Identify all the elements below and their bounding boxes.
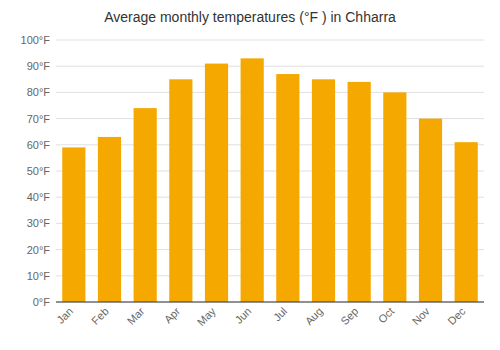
y-tick-label: 20°F xyxy=(27,244,51,256)
bar xyxy=(455,142,478,302)
x-tick-label: Nov xyxy=(410,305,433,328)
x-axis: Jan Feb Mar Apr May Jun Jul Aug Sep Oct Nov Dec xyxy=(54,302,484,328)
x-tick-label: Oct xyxy=(376,305,397,326)
chart-container: Average monthly temperatures (°F ) in Ch… xyxy=(0,0,500,350)
bar xyxy=(312,79,335,302)
bar xyxy=(134,108,157,302)
x-tick-label: Sep xyxy=(338,305,360,327)
x-tick-label: Dec xyxy=(445,305,468,328)
x-tick-label: Feb xyxy=(89,305,111,327)
grid-line xyxy=(56,66,484,67)
y-tick-label: 40°F xyxy=(27,191,51,203)
x-tick-label: Aug xyxy=(303,305,325,327)
y-tick-label: 60°F xyxy=(27,139,51,151)
y-axis: 0°F 10°F 20°F 30°F 40°F 50°F 60°F 70°F 80°F 90°F 1… xyxy=(21,34,484,308)
bar xyxy=(98,137,121,302)
page: {"chart_data": {"type": "bar", "title": … xyxy=(0,0,500,350)
bar xyxy=(205,64,228,302)
y-tick-label: 0°F xyxy=(33,296,51,308)
x-tick-label: Jun xyxy=(233,305,254,326)
bar xyxy=(241,58,264,302)
bar xyxy=(419,119,442,302)
x-axis-line xyxy=(56,302,484,303)
bar xyxy=(62,147,85,302)
x-tick-label: Mar xyxy=(125,305,147,327)
bar xyxy=(383,92,406,302)
x-tick-label: May xyxy=(195,305,219,329)
y-tick-label: 100°F xyxy=(21,34,51,46)
grid-line xyxy=(56,92,484,93)
bars xyxy=(62,58,478,302)
y-tick-label: 70°F xyxy=(27,113,51,125)
chart: Average monthly temperatures (°F ) in Ch… xyxy=(0,0,500,350)
grid-line xyxy=(56,40,484,41)
bar xyxy=(348,82,371,302)
grid-line xyxy=(56,302,484,303)
y-tick-label: 90°F xyxy=(27,60,51,72)
y-tick-label: 30°F xyxy=(27,217,51,229)
x-tick-label: Jul xyxy=(271,305,289,323)
x-tick-label: Apr xyxy=(162,305,183,326)
y-tick-label: 80°F xyxy=(27,86,51,98)
y-tick-label: 10°F xyxy=(27,270,51,282)
bar xyxy=(169,79,192,302)
x-tick-label: Jan xyxy=(54,305,75,326)
bar xyxy=(276,74,299,302)
y-tick-label: 50°F xyxy=(27,165,51,177)
title: Average monthly temperatures (°F ) in Ch… xyxy=(104,9,396,25)
